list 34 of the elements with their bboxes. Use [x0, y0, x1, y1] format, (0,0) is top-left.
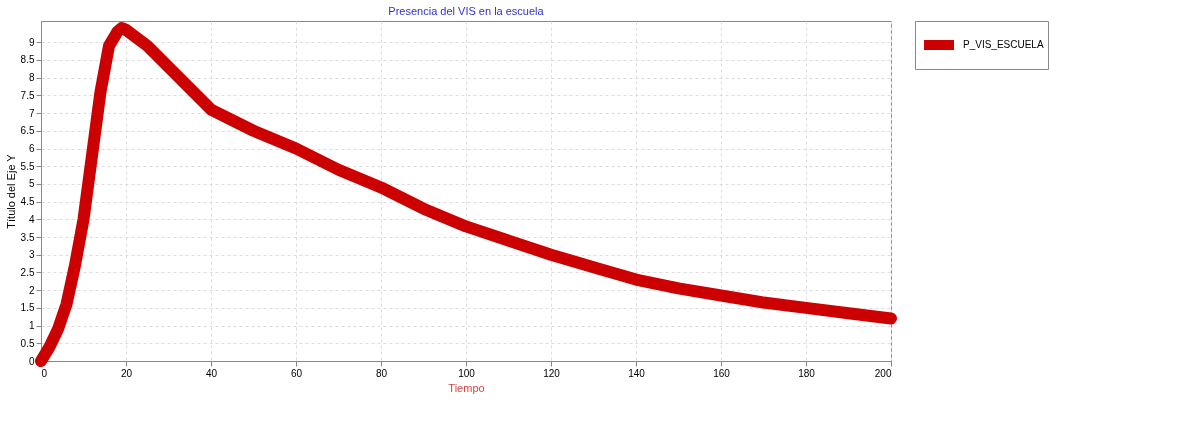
y-tick-label: 8: [28, 72, 35, 84]
x-tick-label: 20: [120, 367, 133, 379]
y-tick-label: 0.5: [20, 337, 35, 349]
y-tick-label: 5.5: [20, 160, 35, 172]
y-tick-label: 7.5: [20, 89, 35, 101]
y-tick-label: 2.5: [20, 266, 35, 278]
y-tick-label: 5: [28, 178, 35, 190]
y-axis-title: Título del Eje Y: [4, 153, 17, 229]
y-tick-label: 9: [28, 36, 35, 48]
y-tick-label: 2: [28, 284, 35, 296]
y-tick-label: 1.5: [20, 302, 35, 314]
x-tick-label: 40: [205, 367, 218, 379]
x-tick-label: 100: [458, 367, 476, 379]
y-tick-label: 4: [28, 213, 35, 225]
x-tick-label: 180: [798, 367, 816, 379]
y-tick-label: 8.5: [20, 54, 35, 66]
x-tick-label: 160: [713, 367, 731, 379]
y-tick-label: 6: [28, 143, 35, 154]
x-tick-label: 80: [375, 367, 388, 379]
y-tick-label: 0: [28, 355, 35, 367]
chart-title: Presencia del VIS en la escuela: [388, 4, 545, 17]
y-tick-label: 4.5: [20, 196, 35, 208]
x-tick-label: 60: [290, 367, 303, 379]
y-tick-label: 3: [28, 249, 35, 261]
x-tick-label: 120: [543, 367, 561, 379]
x-tick-label: 140: [628, 367, 646, 379]
y-tick-label: 3.5: [20, 231, 35, 243]
legend-label: P_VIS_ESCUELA: [963, 39, 1044, 50]
y-tick-label: 7: [28, 107, 35, 119]
x-axis-title: Tiempo: [448, 381, 485, 394]
x-tick-label: 0: [41, 367, 48, 379]
y-tick-label: 1: [28, 320, 35, 332]
x-tick-label: 200: [874, 367, 892, 379]
y-tick-label: 6.5: [20, 125, 35, 137]
